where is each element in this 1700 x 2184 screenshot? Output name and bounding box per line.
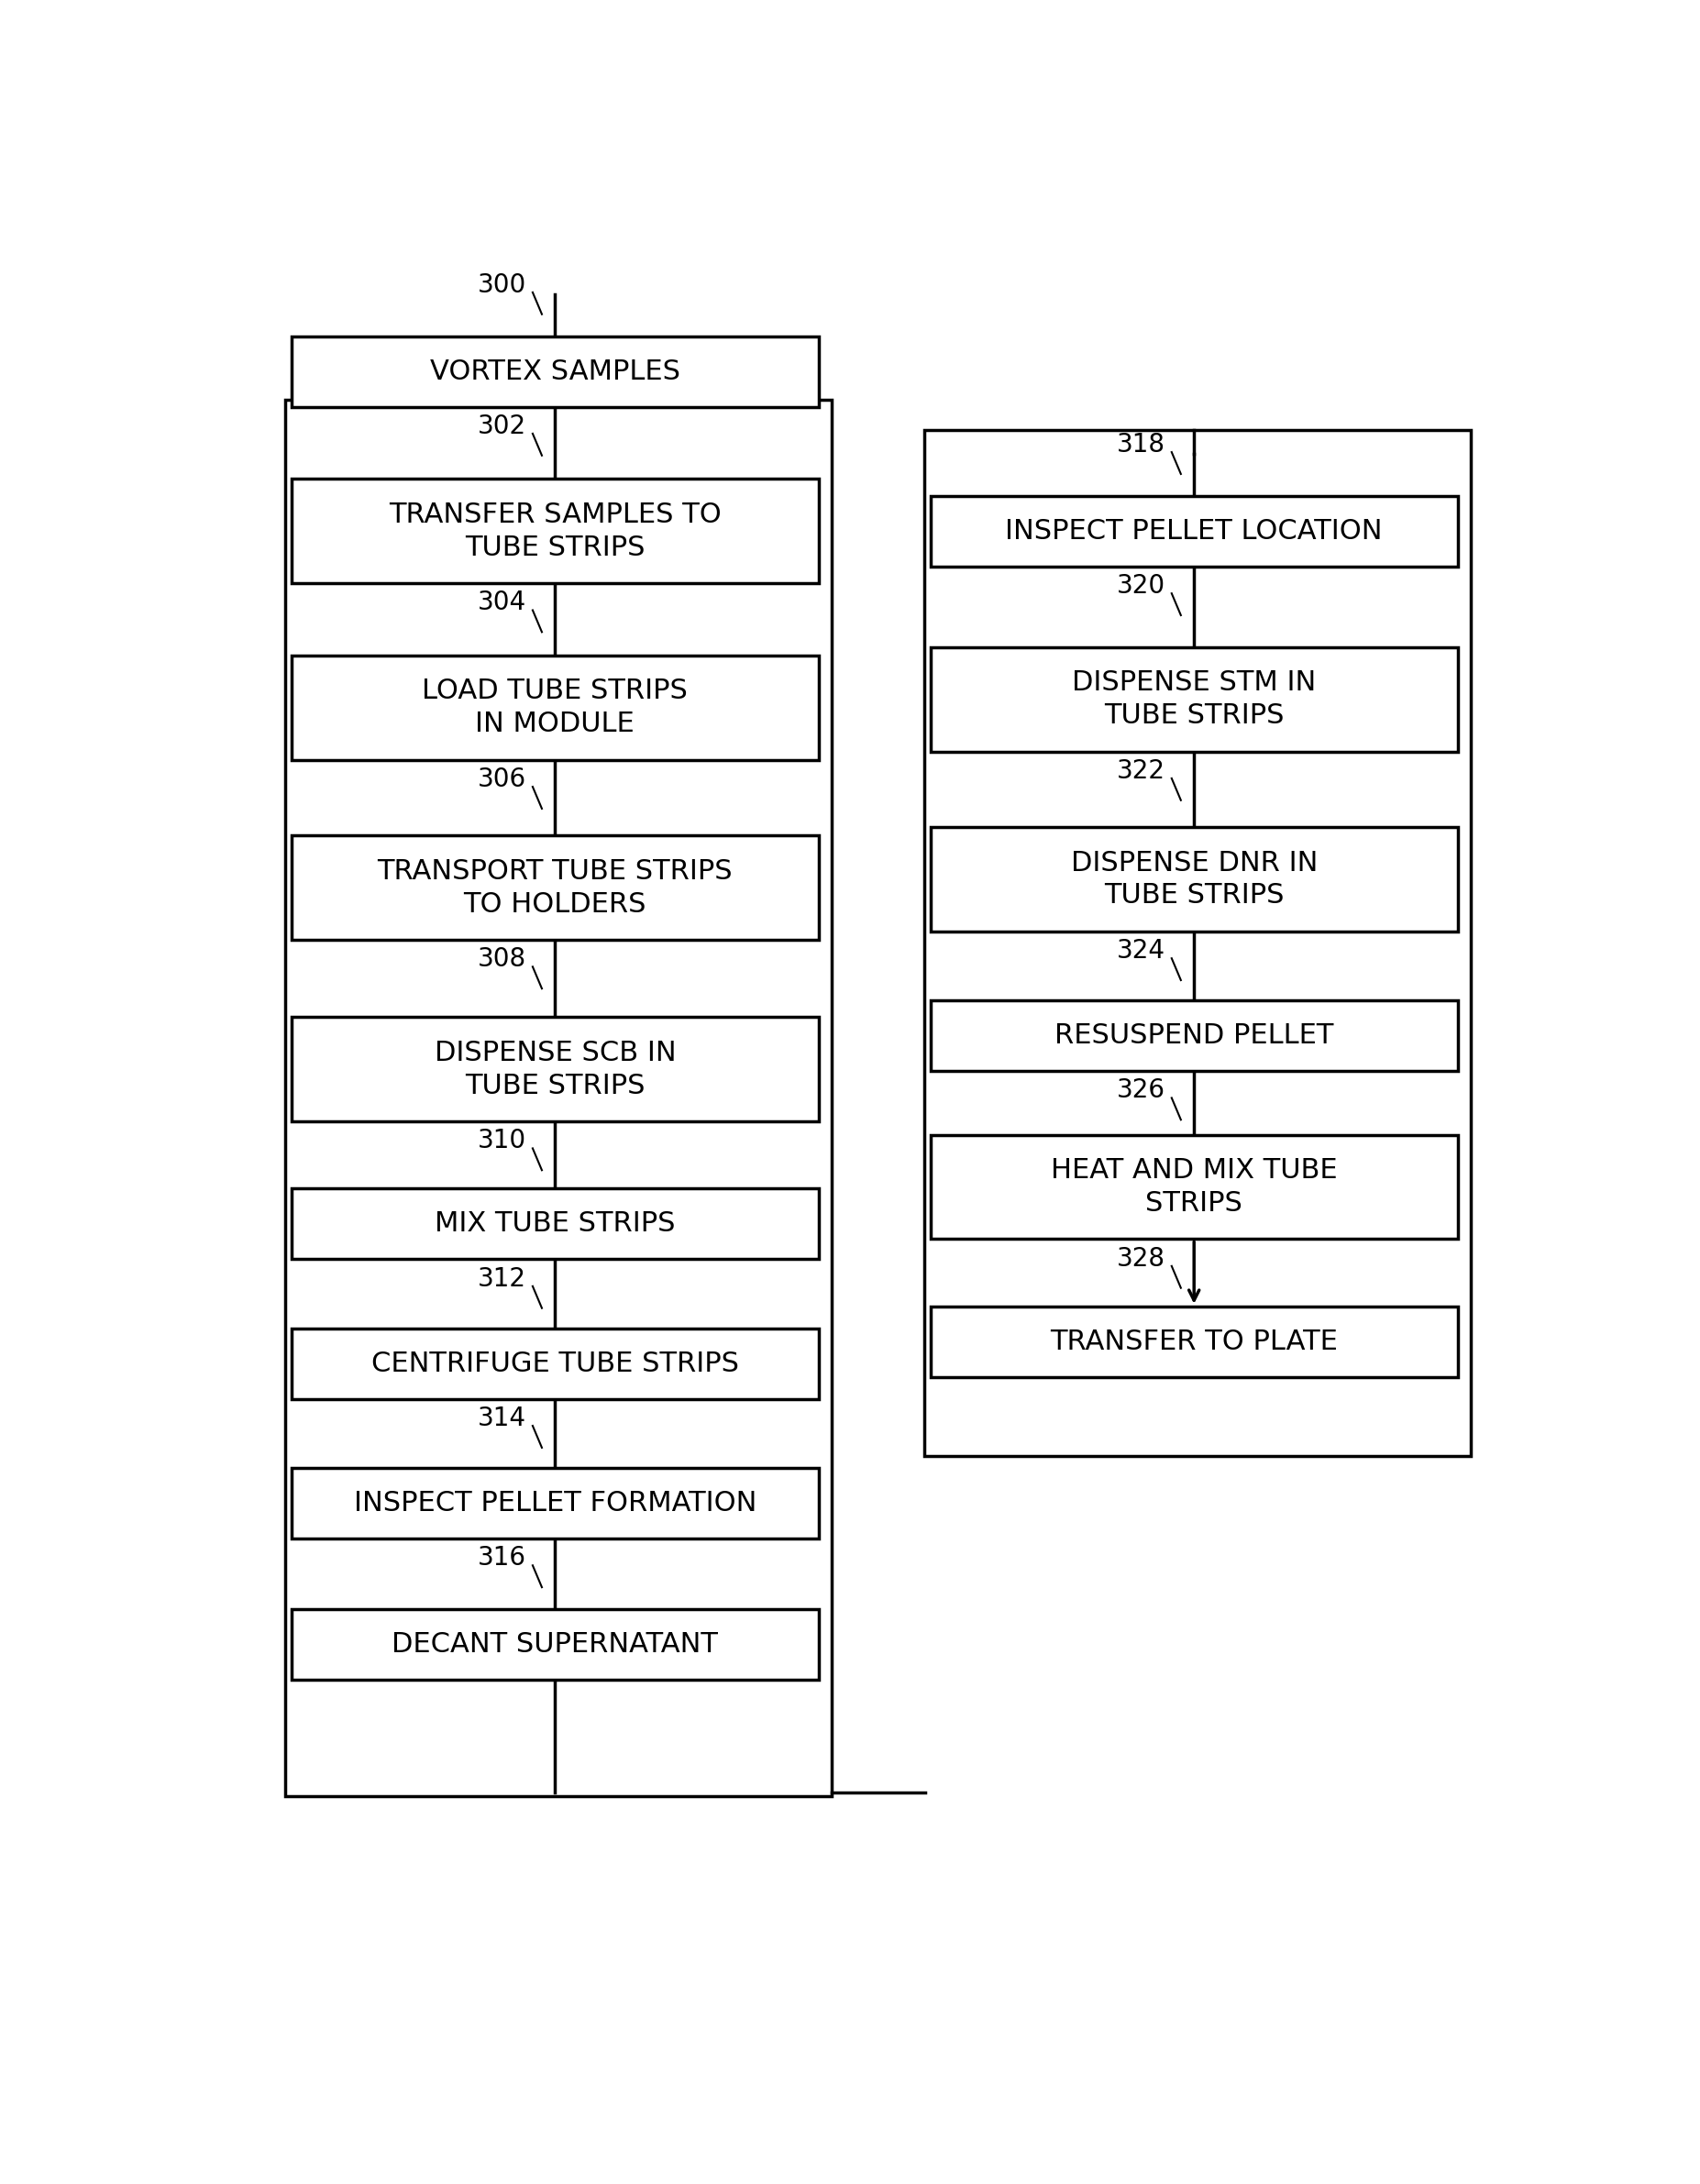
Text: 322: 322 bbox=[1117, 758, 1164, 784]
Text: LOAD TUBE STRIPS
IN MODULE: LOAD TUBE STRIPS IN MODULE bbox=[422, 677, 688, 738]
Bar bbox=[930, 828, 1457, 930]
Text: 308: 308 bbox=[478, 946, 525, 972]
Bar bbox=[292, 1610, 819, 1679]
Text: 320: 320 bbox=[1117, 572, 1164, 598]
Text: INSPECT PELLET FORMATION: INSPECT PELLET FORMATION bbox=[354, 1489, 756, 1516]
Text: TRANSFER TO PLATE: TRANSFER TO PLATE bbox=[1051, 1328, 1338, 1354]
Text: 326: 326 bbox=[1117, 1077, 1164, 1103]
Text: TRANSFER SAMPLES TO
TUBE STRIPS: TRANSFER SAMPLES TO TUBE STRIPS bbox=[389, 502, 721, 561]
Bar bbox=[925, 430, 1470, 1457]
Text: 324: 324 bbox=[1117, 939, 1164, 963]
Bar bbox=[286, 400, 831, 1795]
Text: INSPECT PELLET LOCATION: INSPECT PELLET LOCATION bbox=[1005, 518, 1382, 544]
Text: TRANSPORT TUBE STRIPS
TO HOLDERS: TRANSPORT TUBE STRIPS TO HOLDERS bbox=[377, 858, 733, 917]
Text: MIX TUBE STRIPS: MIX TUBE STRIPS bbox=[435, 1210, 675, 1238]
Bar bbox=[930, 1306, 1457, 1378]
Bar bbox=[292, 478, 819, 583]
Bar bbox=[930, 496, 1457, 566]
Bar bbox=[292, 1328, 819, 1400]
Bar bbox=[930, 1000, 1457, 1070]
Bar bbox=[292, 655, 819, 760]
Text: DISPENSE STM IN
TUBE STRIPS: DISPENSE STM IN TUBE STRIPS bbox=[1073, 670, 1316, 729]
Text: 306: 306 bbox=[478, 767, 525, 793]
Text: 310: 310 bbox=[478, 1129, 525, 1153]
Text: 328: 328 bbox=[1117, 1245, 1164, 1271]
Bar bbox=[292, 1188, 819, 1260]
Bar bbox=[292, 836, 819, 939]
Text: 304: 304 bbox=[478, 590, 525, 616]
Text: RESUSPEND PELLET: RESUSPEND PELLET bbox=[1054, 1022, 1333, 1048]
Text: VORTEX SAMPLES: VORTEX SAMPLES bbox=[430, 358, 680, 384]
Text: 316: 316 bbox=[478, 1546, 525, 1570]
Text: 318: 318 bbox=[1117, 432, 1164, 459]
Text: DISPENSE SCB IN
TUBE STRIPS: DISPENSE SCB IN TUBE STRIPS bbox=[434, 1040, 677, 1099]
Text: 314: 314 bbox=[478, 1406, 525, 1431]
Bar bbox=[930, 646, 1457, 751]
Bar bbox=[292, 1018, 819, 1120]
Bar bbox=[292, 1468, 819, 1538]
Bar bbox=[292, 336, 819, 406]
Text: DISPENSE DNR IN
TUBE STRIPS: DISPENSE DNR IN TUBE STRIPS bbox=[1071, 850, 1318, 909]
Text: 302: 302 bbox=[478, 413, 525, 439]
Text: 300: 300 bbox=[478, 273, 525, 297]
Text: 312: 312 bbox=[478, 1267, 525, 1291]
Text: CENTRIFUGE TUBE STRIPS: CENTRIFUGE TUBE STRIPS bbox=[371, 1350, 740, 1376]
Text: HEAT AND MIX TUBE
STRIPS: HEAT AND MIX TUBE STRIPS bbox=[1051, 1158, 1338, 1216]
Bar bbox=[930, 1136, 1457, 1238]
Text: DECANT SUPERNATANT: DECANT SUPERNATANT bbox=[393, 1631, 717, 1658]
